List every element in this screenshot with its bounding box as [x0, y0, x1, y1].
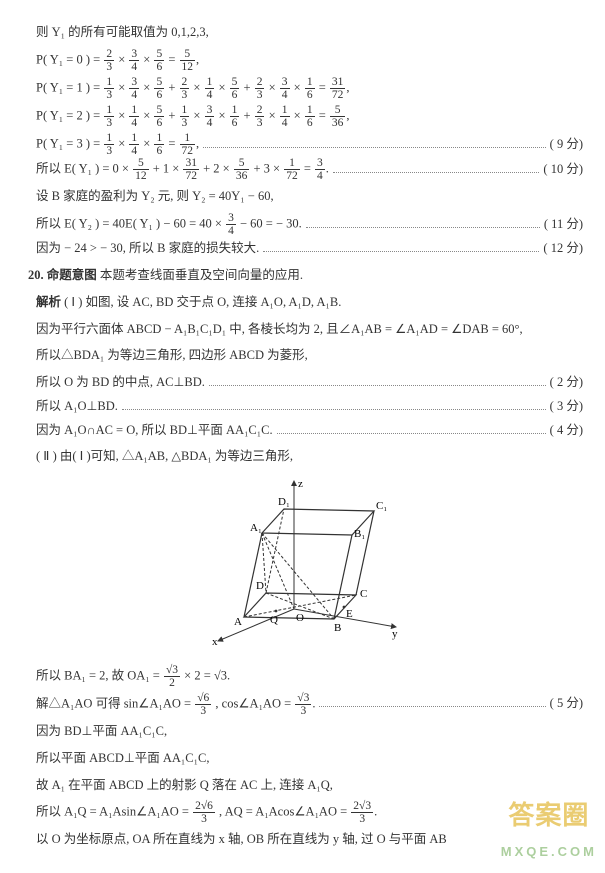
j3: 所以△BDA₁ 为等边三角形, 四边形 ABCD 为菱形, — [28, 344, 583, 368]
line-b-setup: 设 B 家庭的盈利为 Y₂ 元, 则 Y₂ = 40Y₁ − 60, — [28, 185, 583, 209]
line-p3: P( Y₁ = 3 ) = 13 × 14 × 16 = 172, ( 9 分) — [28, 132, 583, 157]
lbl-b1: B₁ — [354, 528, 365, 540]
lbl-b: B — [334, 622, 341, 634]
j4: 所以 O 为 BD 的中点, AC⊥BD. ( 2 分) — [28, 371, 583, 395]
score-10: ( 10 分) — [543, 158, 583, 182]
j9: 解△A₁AO 可得 sin∠A₁AO = √63 , cos∠A₁AO = √3… — [28, 692, 583, 717]
lbl-a1: A₁ — [250, 522, 262, 534]
line-ey2: 所以 E( Y₂ ) = 40E( Y₁ ) − 60 = 40 × 34 − … — [28, 212, 583, 237]
lbl-x: x — [212, 636, 218, 647]
j8: 所以 BA₁ = 2, 故 OA₁ = √32 × 2 = √3. — [28, 664, 583, 689]
q20-num: 20. — [28, 268, 44, 282]
j14: 以 O 为坐标原点, OA 所在直线为 x 轴, OB 所在直线为 y 轴, 过… — [28, 828, 583, 852]
line-p1: P( Y₁ = 1 ) = 13 × 34 × 56 + 23 × 14 × 5… — [28, 76, 583, 101]
p0-lhs: P( Y₁ = 0 ) = — [36, 52, 100, 66]
dots — [203, 140, 546, 148]
line-ey1: 所以 E( Y₁ ) = 0 × 512 + 1 × 3172 + 2 × 53… — [28, 157, 583, 182]
score-5: ( 5 分) — [550, 692, 583, 716]
q20-header: 20. 命题意图 本题考查线面垂直及空间向量的应用. — [28, 264, 583, 288]
score-3: ( 3 分) — [550, 395, 583, 419]
lbl-z: z — [298, 478, 303, 490]
j11: 所以平面 ABCD⊥平面 AA₁C₁C, — [28, 747, 583, 771]
lbl-a: A — [234, 616, 242, 628]
lbl-d: D — [256, 580, 264, 592]
lbl-o: O — [296, 612, 304, 624]
line-y1-values: 则 Y₁ 的所有可能取值为 0,1,2,3, — [28, 21, 583, 45]
watermark-url: MXQE.COM — [501, 840, 597, 865]
geometry-diagram: z y x D₁ C₁ A₁ B₁ D C A B O Q E — [28, 477, 583, 656]
line-p2: P( Y₁ = 2 ) = 13 × 14 × 56 + 13 × 34 × 1… — [28, 104, 583, 129]
line-p0: P( Y₁ = 0 ) = 23 × 34 × 56 = 512, — [28, 48, 583, 73]
q20-analysis: 解析 ( Ⅰ ) 如图, 设 AC, BD 交于点 O, 连接 A₁O, A₁D… — [28, 291, 583, 315]
lbl-e: E — [346, 608, 353, 620]
lbl-c1: C₁ — [376, 500, 387, 512]
analysis-label: 解析 — [36, 295, 61, 309]
j5: 所以 A₁O⊥BD. ( 3 分) — [28, 395, 583, 419]
j7: ( Ⅱ ) 由( Ⅰ )可知, △A₁AB, △BDA₁ 为等边三角形, — [28, 445, 583, 469]
lbl-y: y — [392, 628, 398, 640]
score-11: ( 11 分) — [544, 213, 583, 237]
j10: 因为 BD⊥平面 AA₁C₁C, — [28, 720, 583, 744]
score-9: ( 9 分) — [550, 133, 583, 157]
j12: 故 A₁ 在平面 ABCD 上的射影 Q 落在 AC 上, 连接 A₁Q, — [28, 774, 583, 798]
q20-intent: 命题意图 — [47, 268, 97, 282]
watermark: 答案圈 MXQE.COM — [501, 791, 597, 865]
watermark-title: 答案圈 — [501, 791, 597, 840]
j13: 所以 A₁Q = A₁Asin∠A₁AO = 2√63 , AQ = A₁Aco… — [28, 800, 583, 825]
lbl-c: C — [360, 588, 367, 600]
lbl-d1: D₁ — [278, 496, 290, 508]
lbl-q: Q — [270, 614, 278, 626]
j6: 因为 A₁O∩AC = O, 所以 BD⊥平面 AA₁C₁C. ( 4 分) — [28, 419, 583, 443]
score-4: ( 4 分) — [550, 419, 583, 443]
score-2: ( 2 分) — [550, 371, 583, 395]
score-12: ( 12 分) — [543, 237, 583, 261]
line-compare: 因为 − 24 > − 30, 所以 B 家庭的损失较大. ( 12 分) — [28, 237, 583, 261]
j2: 因为平行六面体 ABCD − A₁B₁C₁D₁ 中, 各棱长均为 2, 且∠A₁… — [28, 318, 583, 342]
